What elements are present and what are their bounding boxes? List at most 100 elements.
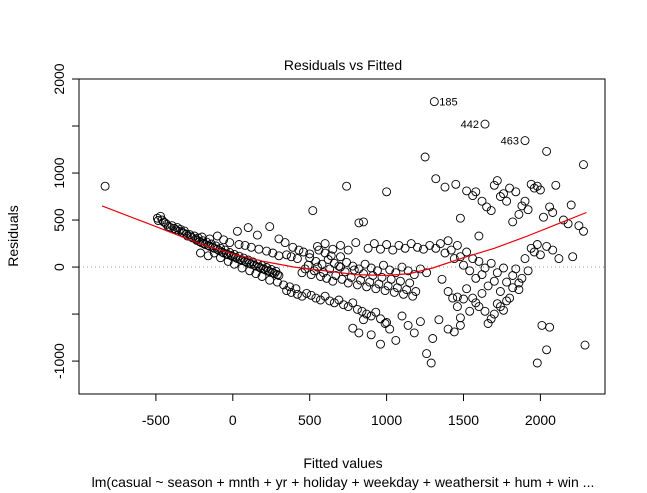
residual-point — [508, 217, 518, 227]
residual-point — [474, 231, 484, 241]
residual-point — [272, 270, 282, 280]
residual-point — [471, 187, 481, 197]
residual-point — [502, 296, 512, 306]
residual-point — [311, 293, 321, 303]
residual-point — [443, 324, 453, 334]
residual-point — [483, 319, 493, 328]
residual-point — [193, 233, 203, 243]
residual-point — [532, 240, 542, 249]
residual-point — [354, 328, 364, 338]
smoother-line — [101, 205, 587, 277]
residual-point — [505, 293, 515, 303]
residual-point — [455, 252, 465, 262]
residual-point — [440, 248, 450, 258]
x-tick-label: 2000 — [525, 412, 556, 428]
residual-point — [366, 263, 376, 273]
residual-point — [495, 192, 505, 201]
residual-point — [159, 217, 169, 227]
residual-point — [477, 196, 487, 206]
residual-point — [188, 233, 197, 243]
residual-point — [232, 226, 242, 236]
residual-point — [468, 293, 478, 303]
residual-point — [354, 218, 364, 228]
residual-point — [545, 322, 555, 332]
residual-point — [334, 295, 344, 305]
residual-point — [380, 286, 390, 296]
residual-point — [486, 258, 496, 268]
residual-point — [252, 230, 262, 240]
residual-point — [376, 244, 385, 254]
residual-point — [542, 345, 552, 355]
y-axis-label: Residuals — [5, 205, 21, 266]
residual-point — [486, 206, 496, 216]
residual-point — [354, 264, 364, 274]
residual-point — [351, 238, 361, 248]
x-tick-label: 0 — [229, 412, 237, 428]
residual-point — [322, 273, 332, 283]
residual-point — [369, 239, 379, 249]
residual-point — [272, 277, 282, 287]
residual-point — [225, 238, 235, 248]
x-tick-label: 1500 — [448, 412, 479, 428]
residual-point — [520, 136, 530, 146]
residual-point — [486, 314, 496, 324]
x-tick-label: -500 — [142, 412, 170, 428]
residual-point — [380, 319, 390, 328]
residual-point — [352, 304, 362, 314]
y-axis: -1000 0 500 1000 2000 — [51, 63, 80, 379]
x-tick-label: 500 — [298, 412, 322, 428]
residual-point — [431, 243, 441, 253]
residual-point — [489, 276, 499, 286]
residual-point — [357, 306, 367, 316]
residual-point — [428, 334, 438, 343]
x-axis-label: Fitted values — [303, 455, 382, 471]
residual-point — [409, 270, 419, 280]
residual-point — [408, 291, 418, 301]
residual-point — [465, 306, 475, 316]
residual-point — [348, 298, 358, 308]
residual-point — [280, 238, 290, 248]
residual-point — [336, 252, 345, 262]
residual-point — [474, 256, 484, 266]
residual-point — [508, 283, 518, 293]
residual-point — [459, 294, 468, 304]
residual-point — [449, 254, 459, 264]
residual-point — [196, 248, 205, 258]
residual-point — [405, 278, 415, 288]
residual-point — [520, 254, 530, 264]
residual-point — [495, 287, 505, 296]
residual-point — [297, 291, 307, 301]
residual-point — [352, 280, 362, 290]
residual-point — [299, 247, 308, 257]
residual-point — [502, 277, 512, 287]
residual-point — [325, 296, 335, 306]
residual-point — [100, 181, 110, 191]
residual-point — [452, 302, 462, 312]
residual-point — [520, 196, 530, 206]
residual-point — [292, 254, 302, 264]
residual-point — [532, 358, 542, 368]
residual-point — [480, 306, 490, 316]
residual-point — [359, 315, 368, 325]
residual-point — [529, 247, 539, 257]
residual-point — [265, 222, 275, 232]
residual-point — [400, 243, 410, 253]
residual-point — [292, 289, 302, 299]
residual-point — [492, 176, 502, 186]
residual-point — [529, 183, 539, 193]
residual-point — [388, 245, 398, 255]
x-axis: -500 0 500 1000 1500 2000 — [142, 393, 556, 428]
residual-point — [320, 239, 330, 249]
y-tick-label: 1000 — [51, 157, 67, 188]
residual-point — [514, 278, 524, 288]
point-label: 463 — [501, 136, 519, 148]
chart-subtitle: lm(casual ~ season + mnth + yr + holiday… — [92, 474, 595, 490]
y-tick-label: 2000 — [51, 63, 67, 94]
residual-point — [448, 293, 458, 303]
residual-point — [279, 280, 289, 290]
residual-point — [554, 254, 564, 264]
residual-point — [251, 269, 261, 279]
residual-point — [443, 236, 453, 246]
residual-point — [459, 260, 468, 270]
